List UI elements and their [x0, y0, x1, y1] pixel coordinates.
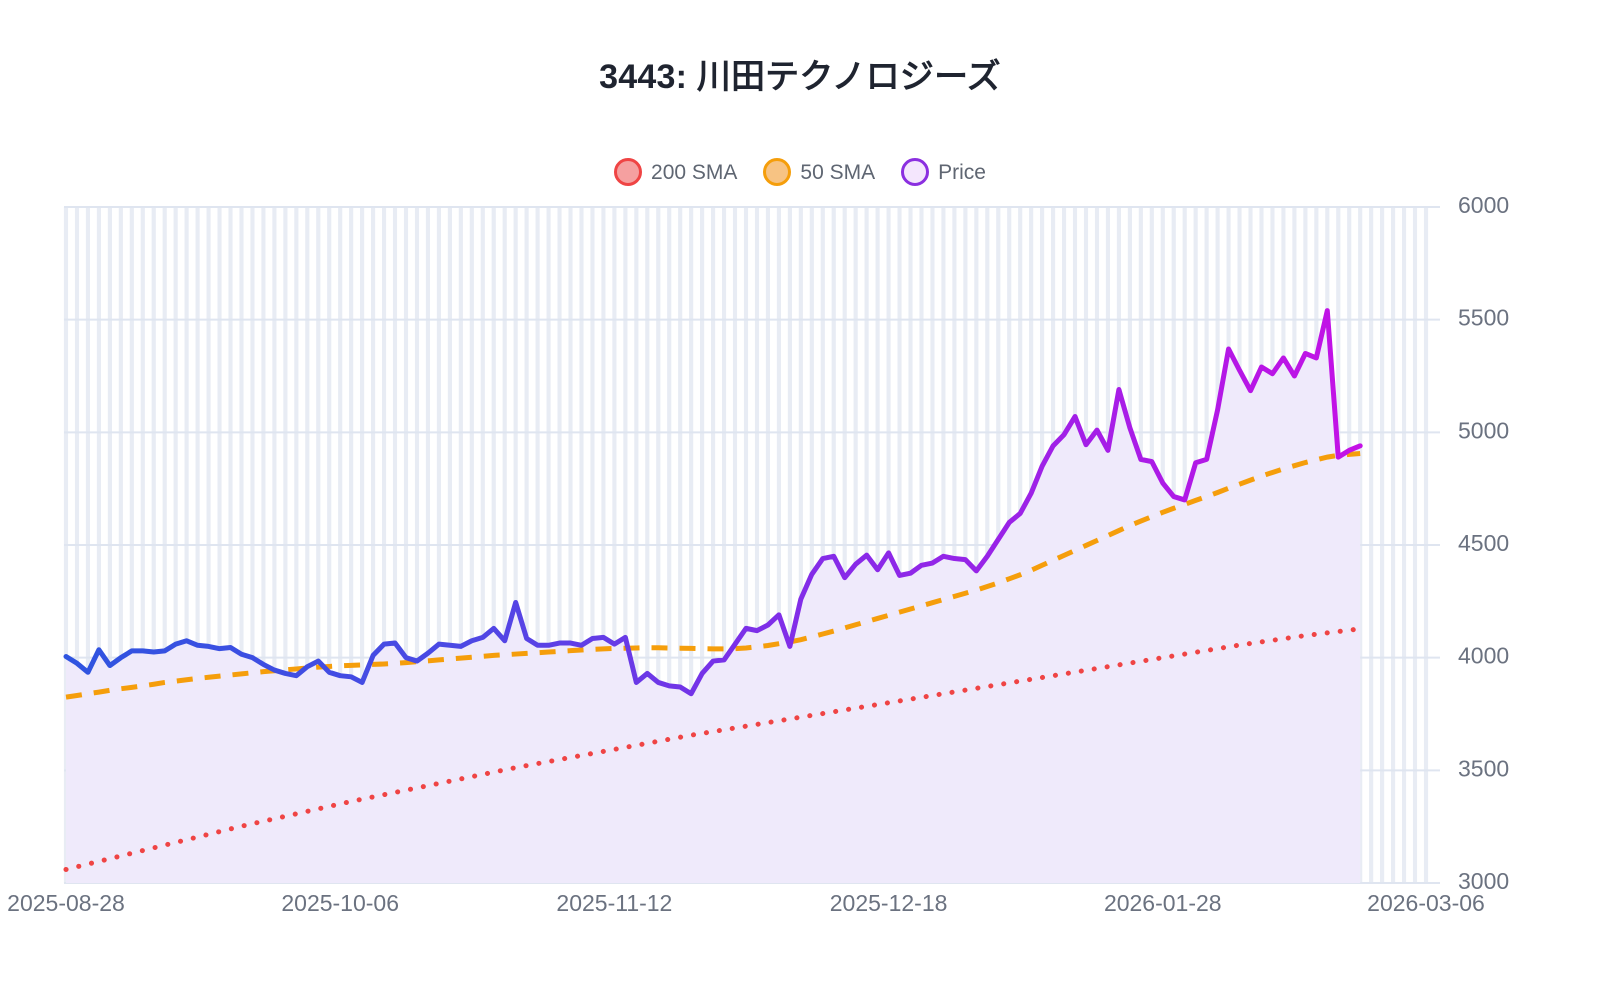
y-tick-label: 3500 — [1458, 755, 1509, 781]
legend-item-price[interactable]: Price — [901, 158, 986, 186]
series-line-50-sma — [65, 451, 1361, 700]
y-tick-label: 4500 — [1458, 530, 1509, 556]
x-tick-label: 2026-03-06 — [1367, 890, 1485, 916]
legend-item-200-sma[interactable]: 200 SMA — [614, 158, 737, 186]
series-line-200-sma — [63, 626, 1363, 872]
x-tick-label: 2025-08-28 — [7, 890, 125, 916]
chart-legend: 200 SMA 50 SMA Price — [0, 158, 1600, 186]
y-tick-label: 5000 — [1458, 417, 1509, 443]
y-tick-label: 3000 — [1458, 868, 1509, 894]
circle-marker-icon — [763, 158, 792, 186]
y-axis-labels: 3000 3500 4000 4500 5000 5500 6000 — [1458, 192, 1509, 894]
legend-label: Price — [938, 160, 986, 184]
price-area-fill — [66, 310, 1361, 883]
x-tick-label: 2025-10-06 — [281, 890, 399, 916]
x-tick-label: 2025-11-12 — [556, 890, 672, 916]
circle-marker-icon — [614, 158, 643, 186]
legend-item-50-sma[interactable]: 50 SMA — [763, 158, 875, 186]
x-tick-label: 2025-12-18 — [830, 890, 948, 916]
legend-label: 200 SMA — [651, 160, 738, 184]
page-title: 3443: 川田テクノロジーズ — [599, 58, 1001, 96]
series-line-price — [63, 308, 1363, 697]
y-tick-label: 5500 — [1458, 305, 1509, 331]
y-tick-label: 4000 — [1458, 643, 1509, 669]
circle-marker-icon — [901, 158, 930, 186]
y-tick-label: 6000 — [1458, 192, 1509, 218]
x-axis-labels: 2025-08-28 2025-10-06 2025-11-12 2025-12-18… — [7, 890, 1485, 916]
legend-label: 50 SMA — [800, 160, 876, 184]
x-tick-label: 2026-01-28 — [1104, 890, 1222, 916]
